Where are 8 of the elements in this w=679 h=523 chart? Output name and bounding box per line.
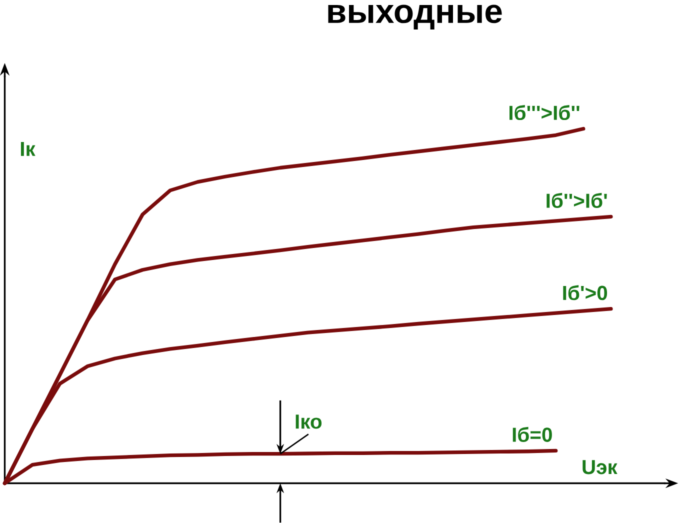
series-label: Iб''>Iб' <box>546 192 607 208</box>
series-label: Iб=0 <box>512 426 552 442</box>
y-axis-title: Iк <box>20 142 36 156</box>
x-axis-title: Uэк <box>582 460 618 474</box>
chart-title: выходные <box>328 4 502 30</box>
series-label: Iб'''>Iб'' <box>509 104 580 120</box>
series-label: Iб'>0 <box>563 284 608 300</box>
annotation: Iко <box>296 414 322 429</box>
